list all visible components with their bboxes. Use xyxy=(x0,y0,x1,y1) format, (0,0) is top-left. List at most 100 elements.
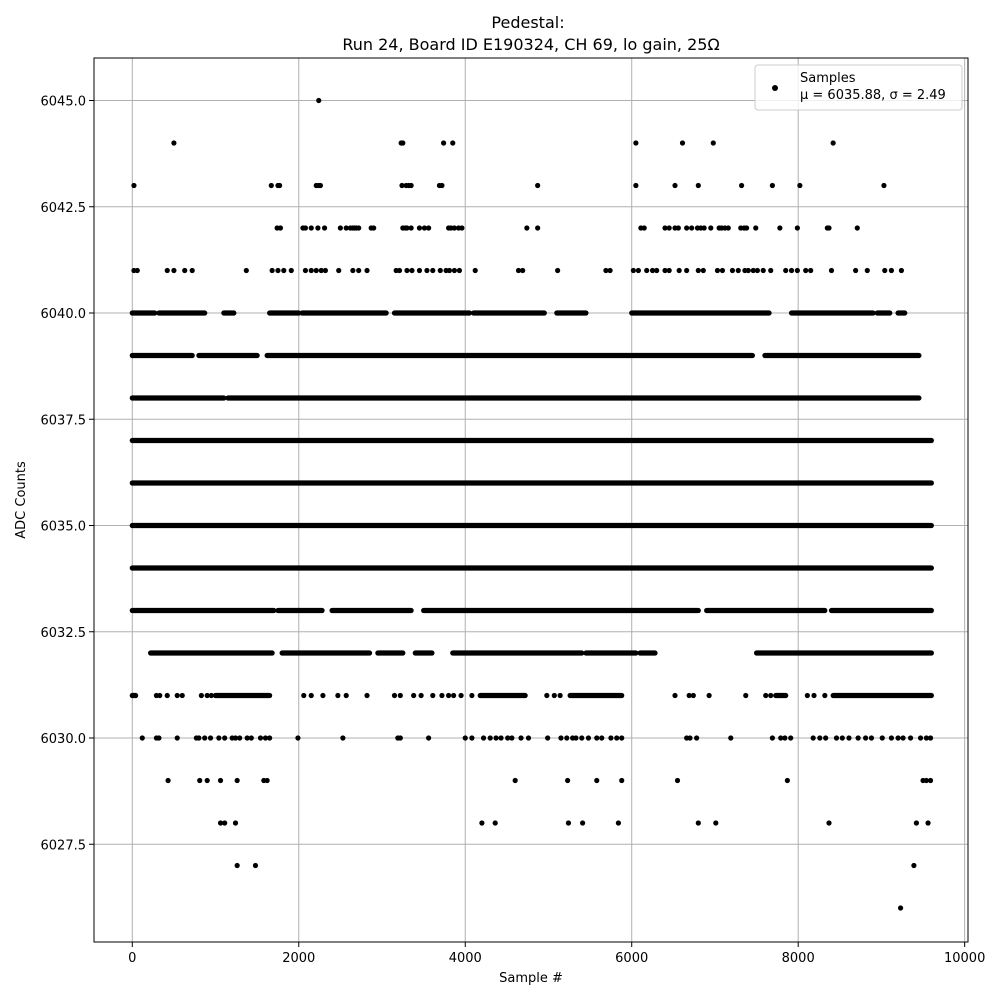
x-tick-label: 6000 xyxy=(615,951,648,966)
x-tick-label: 10000 xyxy=(944,951,985,966)
data-point xyxy=(264,777,270,784)
data-point xyxy=(446,267,453,274)
data-point xyxy=(846,735,852,741)
data-point xyxy=(426,225,432,231)
data-point xyxy=(197,777,203,784)
data-point xyxy=(687,735,693,741)
data-point xyxy=(599,735,605,741)
data-point xyxy=(925,820,931,826)
data-point xyxy=(315,225,321,231)
x-tick-label: 4000 xyxy=(449,951,482,966)
data-point xyxy=(913,820,919,826)
data-point xyxy=(277,225,284,231)
data-point xyxy=(535,225,541,231)
data-point xyxy=(518,735,524,741)
data-point xyxy=(694,735,700,741)
data-point xyxy=(830,140,836,146)
data-point xyxy=(472,267,478,274)
data-point xyxy=(131,182,137,189)
data-point xyxy=(216,735,222,741)
data-point xyxy=(708,225,714,231)
data-point xyxy=(810,735,816,741)
data-point xyxy=(439,692,445,699)
data-point xyxy=(364,267,370,274)
data-point xyxy=(666,267,672,274)
data-point xyxy=(897,905,904,911)
data-point xyxy=(615,820,622,826)
data-point xyxy=(134,267,140,274)
data-point xyxy=(557,692,563,699)
data-point xyxy=(635,267,641,274)
data-point xyxy=(839,735,845,741)
data-point xyxy=(262,735,269,741)
data-point xyxy=(544,692,550,699)
data-point xyxy=(644,267,650,274)
y-tick-label: 6032.5 xyxy=(41,626,87,641)
data-point xyxy=(823,735,829,741)
data-point xyxy=(204,692,210,699)
data-point xyxy=(794,225,800,231)
data-point xyxy=(498,735,504,741)
data-point xyxy=(662,225,668,231)
data-point xyxy=(641,225,647,231)
data-point xyxy=(515,267,522,274)
data-point xyxy=(654,267,660,274)
data-point xyxy=(318,267,324,274)
data-point xyxy=(234,777,240,784)
data-point xyxy=(725,225,731,231)
data-point xyxy=(769,182,775,189)
data-point xyxy=(888,267,895,274)
data-point xyxy=(743,692,749,699)
data-point xyxy=(868,735,875,741)
data-point xyxy=(803,267,809,274)
data-point xyxy=(335,692,341,699)
data-point xyxy=(675,225,681,231)
data-point xyxy=(784,777,790,784)
data-point xyxy=(301,692,307,699)
y-tick-label: 6042.5 xyxy=(41,201,87,216)
data-point xyxy=(607,267,613,274)
data-point xyxy=(171,140,177,146)
data-point xyxy=(782,735,788,741)
data-point xyxy=(879,735,885,741)
data-point xyxy=(573,735,579,741)
data-point xyxy=(695,820,701,826)
x-tick-label: 8000 xyxy=(782,951,815,966)
data-point xyxy=(760,267,766,274)
data-point xyxy=(343,692,349,699)
data-point xyxy=(763,692,769,699)
data-point xyxy=(864,267,870,274)
chart-title-line1: Pedestal: xyxy=(491,13,564,32)
data-point xyxy=(888,735,895,741)
data-point xyxy=(927,777,934,784)
data-point xyxy=(804,692,810,699)
data-point xyxy=(356,267,362,274)
data-point xyxy=(198,692,204,699)
data-point xyxy=(182,267,188,274)
data-point xyxy=(458,692,464,699)
data-point xyxy=(788,267,795,274)
data-point xyxy=(252,862,259,869)
data-point xyxy=(594,777,600,784)
data-point xyxy=(512,777,518,784)
data-point xyxy=(288,267,294,274)
data-point xyxy=(811,692,817,699)
data-point xyxy=(927,735,934,741)
chart-title-line2: Run 24, Board ID E190324, CH 69, lo gain… xyxy=(342,35,719,54)
data-point xyxy=(679,140,686,146)
data-point xyxy=(277,182,283,189)
data-point xyxy=(753,225,759,231)
data-point xyxy=(409,267,415,274)
data-point xyxy=(706,692,712,699)
data-point xyxy=(701,225,707,231)
data-point xyxy=(808,267,814,274)
data-point xyxy=(268,182,274,189)
data-point xyxy=(719,267,726,274)
data-point xyxy=(769,735,775,741)
data-point xyxy=(340,735,346,741)
data-point xyxy=(520,267,526,274)
data-point xyxy=(684,267,690,274)
data-point xyxy=(451,267,458,274)
y-tick-label: 6027.5 xyxy=(41,838,87,853)
data-point xyxy=(437,267,443,274)
